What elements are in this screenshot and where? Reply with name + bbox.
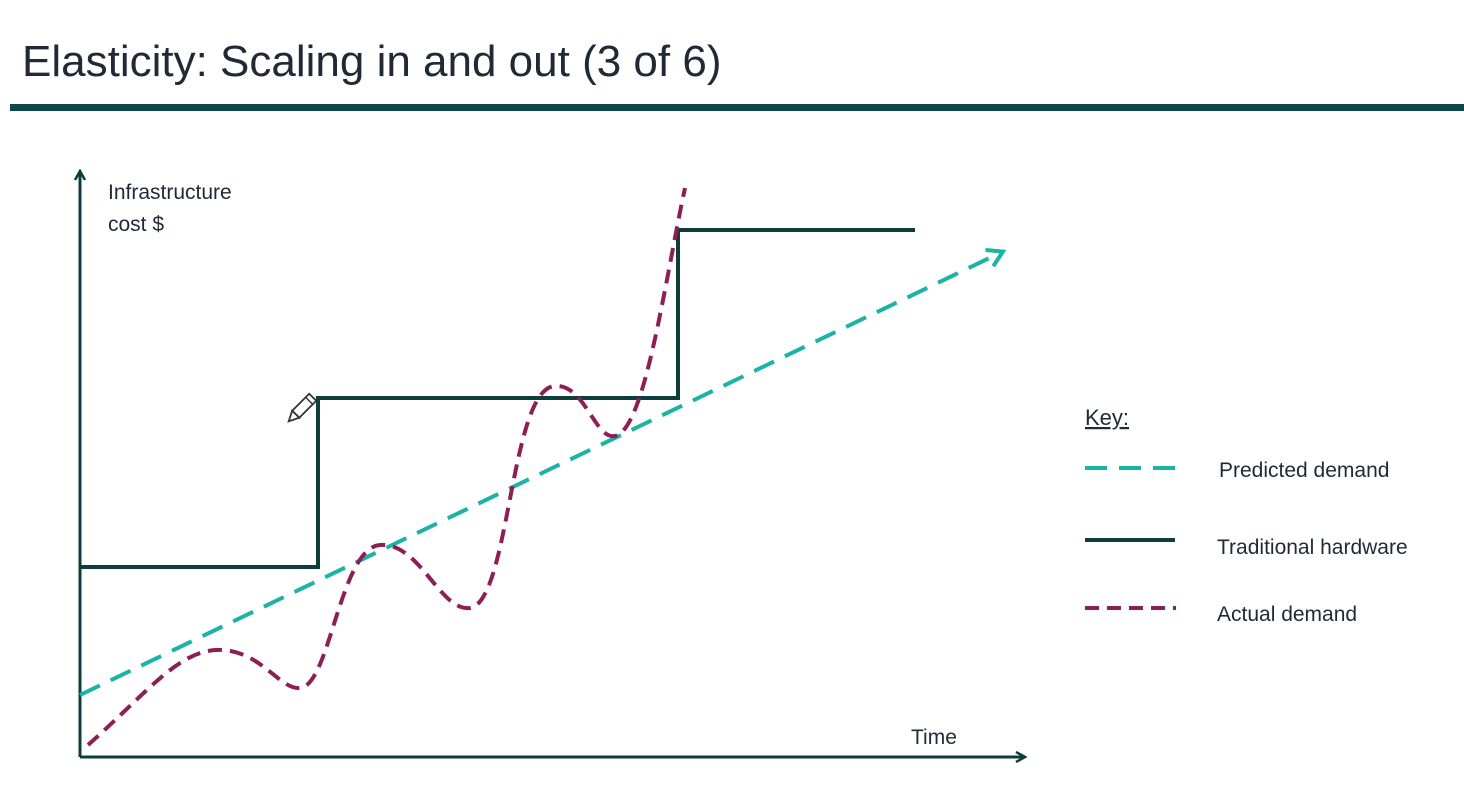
predicted-demand-line <box>79 247 1007 697</box>
traditional-hardware-line <box>80 228 915 569</box>
pencil-icon <box>287 392 318 423</box>
x-axis-label: Time <box>911 726 957 749</box>
y-axis-label: cost $ <box>108 213 164 236</box>
legend-label: Predicted demand <box>1219 459 1389 482</box>
title-rule <box>10 104 1464 111</box>
legend-label: Actual demand <box>1217 603 1357 626</box>
y-axis-label: Infrastructure <box>108 181 232 204</box>
actual-demand-line <box>86 187 687 747</box>
legend-label: Traditional hardware <box>1217 536 1408 559</box>
slide-title: Elasticity: Scaling in and out (3 of 6) <box>22 37 721 86</box>
legend-title: Key: <box>1085 405 1129 430</box>
